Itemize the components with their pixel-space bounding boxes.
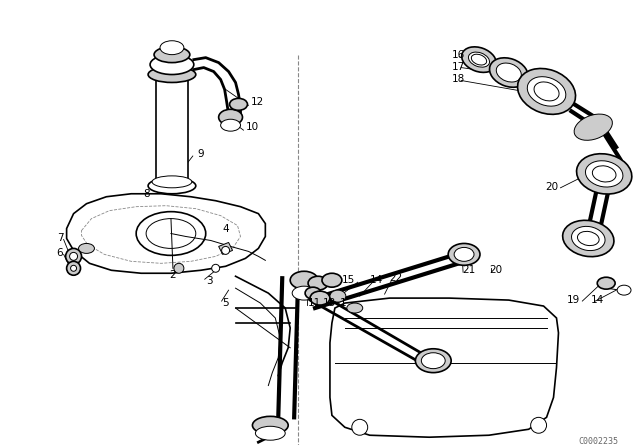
- Ellipse shape: [572, 226, 605, 250]
- Ellipse shape: [148, 67, 196, 82]
- Circle shape: [70, 252, 77, 260]
- Text: 13: 13: [323, 298, 336, 308]
- Ellipse shape: [252, 416, 288, 434]
- Ellipse shape: [79, 243, 95, 254]
- Text: 2: 2: [169, 270, 175, 280]
- Text: 7: 7: [57, 233, 63, 243]
- Text: 8: 8: [143, 189, 150, 199]
- Ellipse shape: [563, 220, 614, 257]
- Text: 3: 3: [205, 276, 212, 286]
- Text: 17: 17: [452, 61, 465, 72]
- Ellipse shape: [347, 303, 363, 313]
- Circle shape: [221, 246, 230, 254]
- Text: 16: 16: [452, 50, 465, 60]
- Text: 5: 5: [223, 298, 229, 308]
- Circle shape: [66, 248, 81, 264]
- Text: 21: 21: [462, 265, 476, 275]
- Ellipse shape: [148, 178, 196, 194]
- Text: 19: 19: [567, 295, 580, 305]
- Ellipse shape: [219, 109, 243, 125]
- Circle shape: [352, 419, 368, 435]
- Ellipse shape: [150, 55, 194, 74]
- Circle shape: [67, 261, 81, 275]
- Text: 6: 6: [57, 248, 63, 258]
- Ellipse shape: [454, 247, 474, 261]
- Text: 20: 20: [489, 265, 502, 275]
- Text: 4: 4: [223, 224, 229, 233]
- Ellipse shape: [490, 58, 528, 87]
- Text: 12: 12: [250, 97, 264, 108]
- Ellipse shape: [577, 154, 632, 194]
- Ellipse shape: [421, 353, 445, 369]
- Text: 14: 14: [370, 275, 383, 285]
- Ellipse shape: [310, 291, 330, 305]
- Ellipse shape: [255, 426, 285, 440]
- Ellipse shape: [597, 277, 615, 289]
- Ellipse shape: [586, 161, 623, 187]
- Ellipse shape: [527, 77, 566, 106]
- Text: 18: 18: [452, 74, 465, 85]
- Circle shape: [212, 264, 220, 272]
- Text: 11: 11: [308, 298, 321, 308]
- Ellipse shape: [617, 285, 631, 295]
- Circle shape: [531, 418, 547, 433]
- Ellipse shape: [154, 47, 190, 63]
- Text: 9: 9: [198, 149, 204, 159]
- Ellipse shape: [496, 63, 522, 82]
- Text: C0002235: C0002235: [579, 437, 618, 446]
- Text: 22: 22: [390, 273, 403, 283]
- Circle shape: [70, 265, 77, 271]
- Ellipse shape: [290, 271, 318, 289]
- Text: 15: 15: [342, 275, 355, 285]
- Ellipse shape: [518, 69, 575, 114]
- Ellipse shape: [330, 290, 346, 302]
- Ellipse shape: [152, 176, 192, 188]
- Ellipse shape: [305, 287, 321, 299]
- Ellipse shape: [308, 276, 328, 290]
- Text: 14: 14: [591, 295, 605, 305]
- Ellipse shape: [461, 47, 496, 73]
- Ellipse shape: [574, 114, 612, 140]
- Ellipse shape: [160, 41, 184, 55]
- Text: 20: 20: [545, 182, 559, 192]
- Ellipse shape: [136, 211, 205, 255]
- Ellipse shape: [468, 52, 490, 67]
- Ellipse shape: [221, 119, 241, 131]
- Polygon shape: [219, 242, 232, 254]
- Text: 10: 10: [246, 122, 259, 132]
- Polygon shape: [330, 298, 559, 437]
- Text: 1: 1: [340, 298, 346, 308]
- Circle shape: [174, 263, 184, 273]
- Ellipse shape: [230, 99, 248, 110]
- Polygon shape: [67, 194, 266, 273]
- Bar: [156, 74, 188, 184]
- Ellipse shape: [322, 273, 342, 287]
- Ellipse shape: [292, 286, 316, 300]
- Ellipse shape: [146, 219, 196, 248]
- Ellipse shape: [448, 243, 480, 265]
- Ellipse shape: [415, 349, 451, 373]
